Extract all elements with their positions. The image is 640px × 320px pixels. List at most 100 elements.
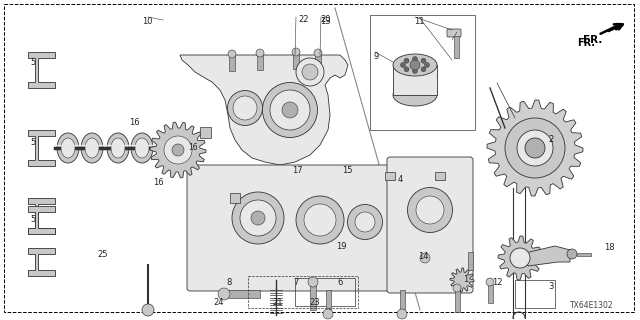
Circle shape <box>240 200 276 236</box>
Text: 25: 25 <box>97 250 108 259</box>
Circle shape <box>567 249 577 259</box>
Circle shape <box>172 144 184 156</box>
Circle shape <box>308 277 318 287</box>
Bar <box>515 280 555 308</box>
Bar <box>488 285 493 303</box>
Circle shape <box>304 204 336 236</box>
Polygon shape <box>28 198 55 234</box>
Text: 21: 21 <box>272 298 282 307</box>
Circle shape <box>164 136 192 164</box>
Ellipse shape <box>81 133 103 163</box>
Circle shape <box>355 212 375 232</box>
Circle shape <box>314 49 322 57</box>
Text: 7: 7 <box>293 278 298 287</box>
Text: 16: 16 <box>153 178 164 187</box>
Ellipse shape <box>57 133 79 163</box>
Bar <box>257 55 263 70</box>
Text: 11: 11 <box>414 17 424 26</box>
Circle shape <box>421 58 426 63</box>
Circle shape <box>517 130 553 166</box>
Text: 17: 17 <box>292 166 303 175</box>
Text: 4: 4 <box>398 175 403 184</box>
Circle shape <box>404 58 409 63</box>
Circle shape <box>228 50 236 58</box>
Text: 23: 23 <box>309 298 319 307</box>
Bar <box>310 285 316 310</box>
Text: 15: 15 <box>342 166 353 175</box>
Ellipse shape <box>296 196 344 244</box>
Ellipse shape <box>135 138 149 158</box>
Text: 5: 5 <box>30 138 35 147</box>
Ellipse shape <box>393 84 437 106</box>
FancyBboxPatch shape <box>447 29 461 37</box>
Ellipse shape <box>85 138 99 158</box>
Circle shape <box>505 118 565 178</box>
Bar <box>393 65 437 95</box>
Polygon shape <box>498 236 542 280</box>
Circle shape <box>453 284 461 292</box>
Text: 14: 14 <box>418 252 429 261</box>
Ellipse shape <box>232 192 284 244</box>
Text: 24: 24 <box>213 298 223 307</box>
Polygon shape <box>28 248 55 276</box>
Text: 6: 6 <box>337 278 342 287</box>
Text: 20: 20 <box>320 15 330 24</box>
Text: 12: 12 <box>492 278 502 287</box>
Bar <box>229 56 235 71</box>
Text: 16: 16 <box>129 118 140 127</box>
Circle shape <box>416 196 444 224</box>
FancyBboxPatch shape <box>387 157 473 293</box>
Circle shape <box>292 48 300 56</box>
Circle shape <box>421 67 426 72</box>
Circle shape <box>410 60 420 70</box>
Text: 9: 9 <box>373 52 378 61</box>
Bar <box>293 54 299 69</box>
Ellipse shape <box>262 83 317 138</box>
Text: FR.: FR. <box>582 35 602 45</box>
Text: 1: 1 <box>463 275 468 284</box>
Ellipse shape <box>348 204 383 239</box>
FancyBboxPatch shape <box>230 193 240 203</box>
Ellipse shape <box>107 133 129 163</box>
Circle shape <box>510 248 530 268</box>
Bar <box>315 55 321 70</box>
Ellipse shape <box>131 133 153 163</box>
Ellipse shape <box>111 138 125 158</box>
Polygon shape <box>487 100 583 196</box>
Text: 8: 8 <box>226 278 232 287</box>
Polygon shape <box>28 130 55 166</box>
Circle shape <box>486 278 494 286</box>
FancyBboxPatch shape <box>435 172 445 180</box>
FancyBboxPatch shape <box>187 165 408 291</box>
Circle shape <box>218 288 230 300</box>
FancyBboxPatch shape <box>385 172 395 180</box>
Text: 5: 5 <box>30 215 35 224</box>
Circle shape <box>413 68 417 74</box>
Bar <box>228 290 260 298</box>
Text: 19: 19 <box>336 242 346 251</box>
Polygon shape <box>180 55 348 165</box>
Text: 18: 18 <box>604 243 614 252</box>
Circle shape <box>270 90 310 130</box>
Bar <box>455 290 460 312</box>
Text: TX64E1302: TX64E1302 <box>570 301 614 310</box>
Bar <box>468 252 473 270</box>
Circle shape <box>525 138 545 158</box>
Bar <box>577 253 591 256</box>
Polygon shape <box>450 268 474 292</box>
Text: 16: 16 <box>188 143 198 152</box>
Polygon shape <box>28 52 55 88</box>
Circle shape <box>282 102 298 118</box>
Circle shape <box>323 309 333 319</box>
Circle shape <box>296 58 324 86</box>
Circle shape <box>404 67 409 72</box>
Text: 10: 10 <box>142 17 152 26</box>
Bar <box>400 290 405 312</box>
Circle shape <box>413 57 417 61</box>
Polygon shape <box>150 122 206 178</box>
Circle shape <box>251 211 265 225</box>
Circle shape <box>424 62 429 68</box>
Polygon shape <box>525 246 570 266</box>
Circle shape <box>302 64 318 80</box>
Ellipse shape <box>408 188 452 233</box>
